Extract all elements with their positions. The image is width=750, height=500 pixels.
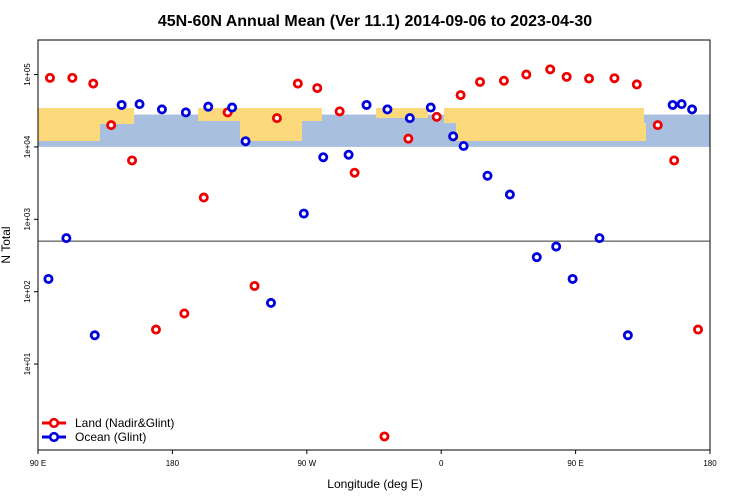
chart-title: 45N-60N Annual Mean (Ver 11.1) 2014-09-0… [158, 13, 592, 30]
y-axis: 1e+01 1e+02 1e+03 1e+04 1e+05 [23, 63, 38, 375]
ocean-data-point [504, 189, 515, 200]
land-mass-siberia [456, 123, 646, 141]
ocean-data-point [448, 131, 459, 142]
ocean-data-point [156, 104, 167, 115]
land-data-point [403, 133, 414, 144]
ocean-data-point [687, 104, 698, 115]
world-map-band [38, 108, 710, 147]
x-tick-label: 0 [439, 459, 444, 468]
land-data-point [127, 155, 138, 166]
land-mass-canada-south [240, 121, 302, 141]
land-data-point [44, 72, 55, 83]
land-data-point [561, 71, 572, 82]
ocean-data-point [203, 101, 214, 112]
ocean-data-point [482, 170, 493, 181]
y-tick-label: 1e+05 [23, 63, 32, 86]
ocean-data-point [227, 102, 238, 113]
land-data-point [334, 106, 345, 117]
legend-marker-land [48, 417, 60, 429]
land-data-point [88, 78, 99, 89]
land-data-point [312, 83, 323, 94]
land-data-point [631, 79, 642, 90]
ocean-data-point [89, 330, 100, 341]
ocean-data-point [361, 99, 372, 110]
legend-label-ocean: Ocean (Glint) [75, 430, 146, 444]
ocean-data-point [180, 107, 191, 118]
land-data-point [609, 73, 620, 84]
ocean-data-point [676, 99, 687, 110]
land-data-point [431, 111, 442, 122]
ocean-data-point [240, 136, 251, 147]
ocean-data-point [622, 330, 633, 341]
x-axis-label: Longitude (deg E) [327, 477, 422, 491]
ocean-data-point [404, 113, 415, 124]
ocean-data-point [458, 140, 469, 151]
plot-frame [37, 39, 711, 451]
y-tick-label: 1e+04 [23, 135, 32, 158]
legend-entry-ocean: Ocean (Glint) [42, 430, 146, 444]
land-data-point [67, 72, 78, 83]
y-tick-label: 1e+02 [23, 280, 32, 303]
legend-label-land: Land (Nadir&Glint) [75, 416, 174, 430]
ocean-data-point [382, 104, 393, 115]
y-tick-label: 1e+03 [23, 208, 32, 231]
land-data-point [545, 64, 556, 75]
x-tick-label: 180 [703, 459, 717, 468]
y-tick-label: 1e+01 [23, 352, 32, 375]
ocean-data-point [567, 273, 578, 284]
ocean-data-point [134, 99, 145, 110]
legend-entry-land: Land (Nadir&Glint) [42, 416, 174, 430]
land-data-point [521, 69, 532, 80]
ocean-data-point [265, 297, 276, 308]
ocean-data-point [43, 273, 54, 284]
land-data-point [150, 324, 161, 335]
land-data-point [292, 78, 303, 89]
ocean-data-point [116, 99, 127, 110]
legend: Land (Nadir&Glint) Ocean (Glint) [42, 416, 174, 444]
land-mass-europe [376, 108, 428, 118]
x-tick-label: 180 [166, 459, 180, 468]
data-points [43, 64, 704, 442]
land-mass-asia-east [38, 108, 134, 124]
land-data-point [693, 324, 704, 335]
land-data-point [249, 280, 260, 291]
land-data-point [584, 73, 595, 84]
land-mass-alaska-canada [198, 108, 322, 121]
ocean-data-point [318, 152, 329, 163]
y-axis-label: N Total [0, 226, 13, 263]
land-data-point [652, 120, 663, 131]
x-tick-label: 90 E [30, 459, 46, 468]
land-data-point [349, 167, 360, 178]
x-tick-label: 90 W [297, 459, 316, 468]
ocean-data-point [531, 252, 542, 263]
land-data-point [198, 192, 209, 203]
land-data-point [498, 75, 509, 86]
land-data-point [271, 113, 282, 124]
ocean-data-point [551, 241, 562, 252]
ocean-data-point [425, 102, 436, 113]
land-data-point [669, 155, 680, 166]
ocean-data-point [298, 208, 309, 219]
ocean-data-point [667, 99, 678, 110]
land-data-point [106, 120, 117, 131]
land-data-point [379, 431, 390, 442]
x-axis: 90 E 180 90 W 0 90 E 180 [30, 450, 717, 468]
land-data-point [475, 76, 486, 87]
land-mass-eurasia [444, 108, 644, 123]
legend-marker-ocean [48, 431, 60, 443]
map-land [38, 108, 646, 141]
x-tick-label: 90 E [567, 459, 583, 468]
ocean-data-point [594, 233, 605, 244]
ocean-data-point [343, 149, 354, 160]
land-data-point [179, 308, 190, 319]
land-data-point [455, 90, 466, 101]
ocean-data-point [61, 233, 72, 244]
land-mass-kamchatka [38, 124, 100, 141]
